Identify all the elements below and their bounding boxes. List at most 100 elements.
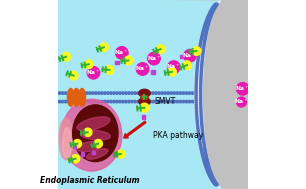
Circle shape (69, 71, 78, 80)
Circle shape (195, 97, 197, 99)
Circle shape (200, 121, 203, 123)
Circle shape (73, 92, 76, 94)
Circle shape (195, 101, 197, 104)
Circle shape (215, 182, 217, 184)
Circle shape (207, 171, 209, 173)
Circle shape (196, 61, 199, 64)
Circle shape (200, 79, 202, 81)
Circle shape (208, 173, 210, 176)
Circle shape (158, 100, 160, 103)
Circle shape (203, 145, 206, 148)
Circle shape (196, 68, 198, 70)
Circle shape (208, 167, 211, 169)
Circle shape (95, 100, 97, 103)
Circle shape (201, 55, 204, 57)
Circle shape (158, 92, 160, 94)
Circle shape (98, 92, 100, 94)
Circle shape (167, 100, 170, 103)
Circle shape (201, 34, 203, 36)
Circle shape (208, 175, 211, 177)
Circle shape (211, 175, 213, 177)
Circle shape (124, 56, 133, 65)
Circle shape (61, 92, 64, 94)
Circle shape (202, 158, 205, 160)
Bar (80, 152, 84, 156)
Circle shape (209, 176, 211, 178)
Circle shape (205, 33, 207, 35)
Circle shape (183, 61, 191, 70)
Circle shape (170, 92, 173, 94)
Circle shape (134, 100, 136, 103)
Circle shape (203, 147, 206, 149)
Circle shape (196, 72, 198, 74)
Circle shape (161, 100, 163, 103)
Circle shape (216, 3, 218, 5)
Circle shape (200, 88, 202, 90)
Circle shape (200, 77, 202, 79)
Circle shape (185, 100, 188, 103)
Circle shape (201, 36, 203, 38)
Circle shape (185, 92, 188, 94)
Circle shape (122, 92, 124, 94)
Circle shape (84, 60, 93, 69)
Circle shape (201, 151, 203, 153)
Circle shape (215, 184, 217, 186)
Circle shape (200, 101, 202, 104)
Circle shape (168, 67, 176, 76)
Circle shape (199, 47, 201, 50)
Circle shape (82, 92, 85, 94)
Circle shape (206, 170, 209, 172)
Ellipse shape (79, 88, 86, 106)
Circle shape (149, 100, 151, 103)
Circle shape (131, 100, 133, 103)
Circle shape (212, 178, 215, 180)
Circle shape (204, 149, 206, 151)
Circle shape (196, 123, 199, 125)
Circle shape (213, 181, 215, 184)
Circle shape (206, 19, 208, 21)
Text: Na$^+$: Na$^+$ (182, 51, 197, 60)
Circle shape (202, 154, 204, 156)
Circle shape (209, 11, 211, 13)
Circle shape (209, 19, 211, 21)
Bar (58, 0, 248, 97)
Circle shape (125, 92, 127, 94)
Circle shape (196, 119, 198, 121)
Polygon shape (195, 1, 221, 188)
Circle shape (208, 21, 210, 24)
Circle shape (215, 3, 217, 5)
Circle shape (213, 7, 215, 9)
Circle shape (196, 77, 198, 79)
Circle shape (179, 100, 182, 103)
Circle shape (113, 100, 115, 103)
Circle shape (213, 180, 215, 182)
Circle shape (199, 143, 201, 146)
Text: Na$^+$: Na$^+$ (234, 97, 249, 106)
Circle shape (67, 92, 70, 94)
Circle shape (202, 53, 204, 55)
Circle shape (196, 70, 198, 72)
Circle shape (195, 94, 197, 97)
Circle shape (98, 100, 100, 103)
Circle shape (212, 9, 215, 11)
Circle shape (205, 153, 207, 155)
Circle shape (176, 92, 179, 94)
Circle shape (207, 16, 209, 18)
Circle shape (191, 100, 194, 103)
Circle shape (207, 24, 209, 27)
Circle shape (91, 92, 94, 94)
Circle shape (131, 92, 133, 94)
Circle shape (205, 34, 207, 36)
Text: Na$^+$: Na$^+$ (86, 68, 101, 77)
Circle shape (134, 92, 136, 94)
Circle shape (200, 110, 202, 112)
Circle shape (62, 52, 70, 61)
Circle shape (188, 100, 191, 103)
Ellipse shape (141, 95, 148, 99)
Circle shape (213, 182, 215, 184)
Circle shape (195, 81, 197, 83)
Circle shape (70, 100, 73, 103)
Circle shape (205, 167, 207, 169)
Circle shape (85, 100, 88, 103)
Circle shape (58, 100, 61, 103)
